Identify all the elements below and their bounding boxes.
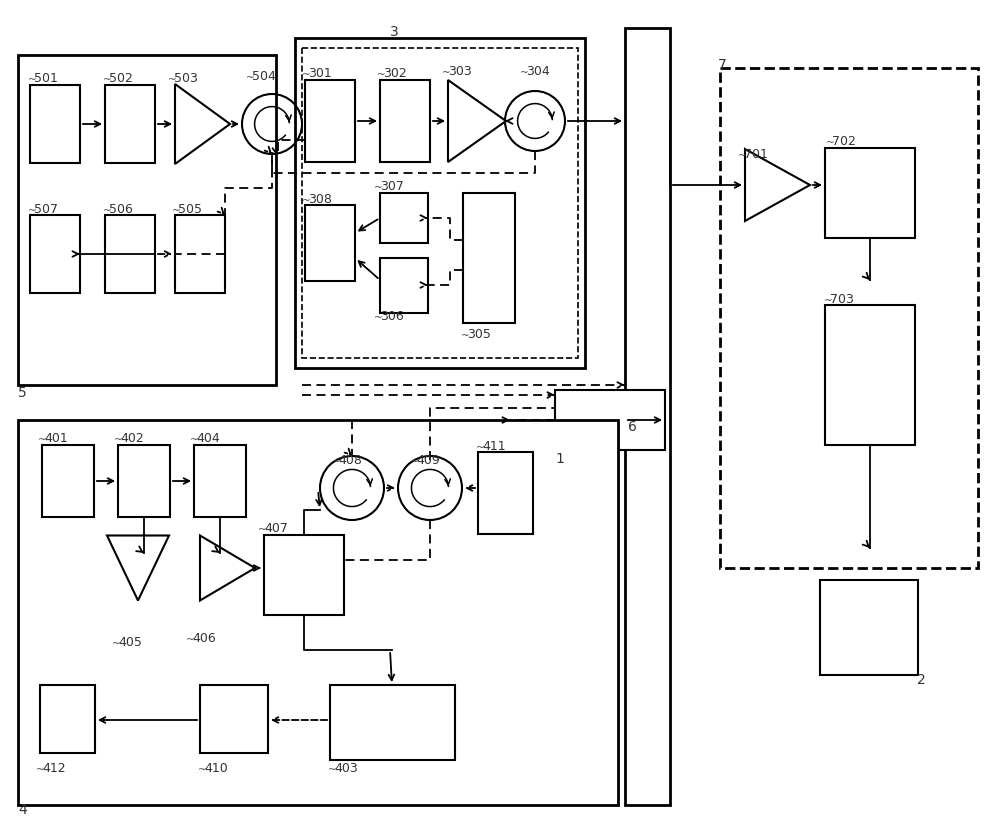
Text: ~: ~ [246,73,255,83]
Text: ~: ~ [476,443,485,453]
Text: ~: ~ [103,75,112,85]
Bar [825,305,915,445]
Text: 403: 403 [334,762,358,775]
Bar [720,68,978,568]
Text: 6: 6 [628,420,637,434]
Text: 506: 506 [109,203,133,216]
Text: 702: 702 [832,135,856,148]
Text: ~: ~ [302,70,311,80]
Bar [295,38,585,368]
Bar [30,215,80,293]
Text: ~: ~ [198,765,207,775]
Bar [42,445,94,517]
Bar [825,148,915,238]
Text: ~: ~ [190,435,199,445]
Text: 407: 407 [264,522,288,535]
Text: 4: 4 [18,803,27,817]
Text: ~: ~ [168,75,177,85]
Text: ~: ~ [186,635,195,645]
Bar [305,80,355,162]
Bar [200,685,268,753]
Text: 304: 304 [526,65,550,78]
Text: 406: 406 [192,632,216,645]
Text: ~: ~ [28,206,37,216]
Text: 405: 405 [118,636,142,649]
Bar [330,685,455,760]
Text: 412: 412 [42,762,66,775]
Bar [380,193,428,243]
Bar [625,28,670,805]
Text: 410: 410 [204,762,228,775]
Text: ~: ~ [258,525,267,535]
Bar [264,535,344,615]
Text: ~: ~ [36,765,45,775]
Bar [30,85,80,163]
Text: ~: ~ [410,457,419,467]
Text: ~: ~ [112,639,121,649]
Text: 701: 701 [744,148,768,161]
Text: 404: 404 [196,432,220,445]
Text: ~: ~ [520,68,529,78]
Text: ~: ~ [374,313,383,323]
Bar [302,48,578,358]
Text: 5: 5 [18,386,27,400]
Text: 408: 408 [338,454,362,467]
Text: ~: ~ [28,75,37,85]
Text: ~: ~ [38,435,47,445]
Text: ~: ~ [328,765,337,775]
Bar [105,85,155,163]
Bar [380,258,428,313]
Text: 3: 3 [390,25,399,39]
Bar [820,580,918,675]
Bar [380,80,430,162]
Text: 402: 402 [120,432,144,445]
Text: ~: ~ [377,70,386,80]
Text: ~: ~ [461,331,470,341]
Text: 303: 303 [448,65,472,78]
Text: ~: ~ [172,206,181,216]
Text: ~: ~ [103,206,112,216]
Bar [118,445,170,517]
Bar [478,452,533,534]
Text: 401: 401 [44,432,68,445]
Text: 505: 505 [178,203,202,216]
Bar [40,685,95,753]
Text: 305: 305 [467,328,491,341]
Text: 503: 503 [174,72,198,85]
Text: ~: ~ [442,68,451,78]
Text: 307: 307 [380,180,404,193]
Bar [105,215,155,293]
Bar [194,445,246,517]
Text: ~: ~ [114,435,123,445]
Text: ~: ~ [824,296,833,306]
Bar [463,193,515,323]
Text: ~: ~ [826,138,835,148]
Text: 409: 409 [416,454,440,467]
Text: ~: ~ [738,151,747,161]
Text: 302: 302 [383,67,407,80]
Text: 2: 2 [917,673,926,687]
Bar [305,205,355,281]
Text: 703: 703 [830,293,854,306]
Text: 507: 507 [34,203,58,216]
Text: 7: 7 [718,58,727,72]
Text: ~: ~ [374,183,383,193]
Text: 502: 502 [109,72,133,85]
Bar [175,215,225,293]
Text: 301: 301 [308,67,332,80]
Text: 306: 306 [380,310,404,323]
Text: 1: 1 [555,452,564,466]
Bar [18,55,276,385]
Text: 501: 501 [34,72,58,85]
Text: 504: 504 [252,70,276,83]
Text: 411: 411 [482,440,506,453]
Bar [555,390,665,450]
Text: 308: 308 [308,193,332,206]
Bar [18,420,618,805]
Text: ~: ~ [302,196,311,206]
Text: ~: ~ [332,457,341,467]
